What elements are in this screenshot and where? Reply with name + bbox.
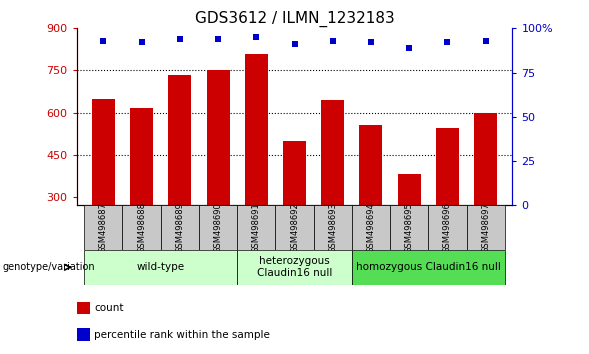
Point — [252, 34, 261, 40]
Text: wild-type: wild-type — [137, 262, 185, 272]
Bar — [199, 205, 237, 250]
Bar — [313, 205, 352, 250]
Bar — [474, 113, 497, 205]
Bar — [84, 250, 237, 285]
Point — [366, 40, 376, 45]
Bar — [130, 108, 153, 205]
Bar — [359, 125, 382, 205]
Text: GSM498690: GSM498690 — [214, 202, 223, 253]
Text: homozygous Claudin16 null: homozygous Claudin16 null — [356, 262, 501, 272]
Bar — [161, 205, 199, 250]
Bar — [352, 250, 505, 285]
Bar — [283, 141, 306, 205]
Text: GSM498689: GSM498689 — [176, 202, 184, 253]
Bar — [92, 98, 115, 205]
Text: GSM498695: GSM498695 — [405, 202, 413, 253]
Bar — [168, 75, 191, 205]
Bar — [321, 100, 344, 205]
Text: count: count — [94, 303, 124, 313]
Point — [290, 41, 299, 47]
Point — [175, 36, 184, 42]
Text: GSM498691: GSM498691 — [252, 202, 261, 253]
Point — [405, 45, 414, 51]
Text: percentile rank within the sample: percentile rank within the sample — [94, 330, 270, 339]
Point — [481, 38, 491, 44]
Point — [328, 38, 337, 44]
Text: GSM498696: GSM498696 — [443, 202, 452, 253]
Bar — [436, 128, 459, 205]
Text: GSM498692: GSM498692 — [290, 202, 299, 253]
Bar — [207, 70, 230, 205]
Text: GSM498688: GSM498688 — [137, 202, 146, 253]
Text: GSM498687: GSM498687 — [99, 202, 108, 253]
Point — [98, 38, 108, 44]
Text: GSM498697: GSM498697 — [481, 202, 490, 253]
Bar — [466, 205, 505, 250]
Point — [137, 40, 146, 45]
Bar — [237, 205, 276, 250]
Bar — [428, 205, 466, 250]
Title: GDS3612 / ILMN_1232183: GDS3612 / ILMN_1232183 — [194, 11, 395, 27]
Bar — [352, 205, 390, 250]
Point — [443, 40, 452, 45]
Text: genotype/variation: genotype/variation — [3, 262, 95, 272]
Point — [213, 36, 223, 42]
Bar — [398, 175, 421, 205]
Bar — [245, 53, 268, 205]
Bar — [237, 250, 352, 285]
Text: GSM498694: GSM498694 — [366, 202, 375, 253]
Bar — [123, 205, 161, 250]
Text: GSM498693: GSM498693 — [328, 202, 337, 253]
Bar — [84, 205, 123, 250]
Bar — [390, 205, 428, 250]
Text: heterozygous
Claudin16 null: heterozygous Claudin16 null — [257, 256, 332, 278]
Bar — [276, 205, 313, 250]
